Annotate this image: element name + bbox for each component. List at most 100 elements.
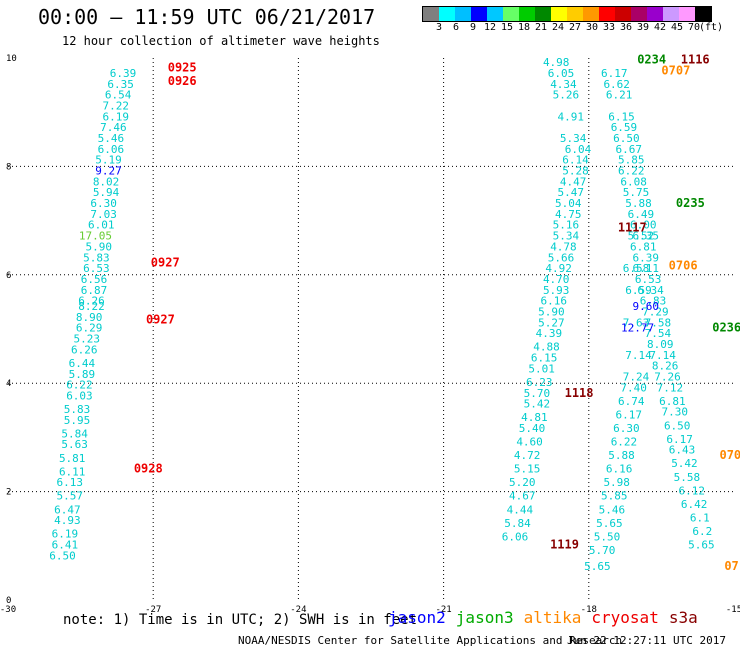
wave-height-value: 6.39 [110,67,137,80]
wave-height-value: 6.06 [98,143,125,156]
wave-height-value: 6.26 [71,343,98,356]
wave-height-value: 6.14 [562,154,589,167]
wave-height-value: 8.02 [93,175,120,188]
credit-text: NOAA/NESDIS Center for Satellite Applica… [238,634,623,647]
note-text: note: 1) Time is in UTC; 2) SWH is in fe… [63,612,418,628]
wave-height-value: 6.11 [632,262,659,275]
wave-height-value: 5.65 [584,560,611,573]
colorbar-swatch [647,7,663,21]
wave-height-value: 6.15 [531,352,558,365]
wave-height-value: 5.63 [61,438,88,451]
wave-height-value: 6.50 [49,549,76,562]
time-label: 0927 [151,256,180,270]
colorbar-label: 24 [551,22,565,33]
wave-height-value: 6.49 [628,208,655,221]
wave-height-value: 6.26 [78,295,105,308]
wave-height-value: 7.30 [662,406,689,419]
wave-height-value: 5.93 [543,284,570,297]
wave-height-value: 4.92 [545,262,572,275]
wave-height-value: 5.46 [599,503,626,516]
y-tick-label: 2 [6,488,11,498]
wave-height-value: 5.66 [548,251,575,264]
colorbar-label: 6 [452,22,460,33]
wave-height-value: 6.35 [632,230,659,243]
wave-height-value: 4.91 [557,110,584,123]
y-tick-label: 4 [6,379,11,389]
wave-height-value: 4.75 [555,208,582,221]
colorbar-swatch [455,7,471,21]
wave-height-value: 5.04 [555,197,582,210]
wave-height-value: 6.29 [76,322,103,335]
satellite-legend: jason2 jason3 altika cryosat s3a [388,608,698,627]
axes: -30 -27 -24 -21 -18 -15 0 2 4 6 8 10 [0,54,740,612]
wave-height-value: 6.30 [90,197,117,210]
wave-height-value: 7.63 [623,316,650,329]
time-label: 07 [724,559,738,573]
wave-height-value: 9.60 [632,300,659,313]
wave-height-value: 6.87 [81,284,108,297]
time-label: 1119 [550,538,579,552]
wave-height-value: 6.16 [606,463,633,476]
wave-height-value: 5.47 [557,186,584,199]
wave-height-value: 6.17 [601,67,628,80]
wave-height-value: 5.70 [589,544,616,557]
time-label: 0707 [661,63,690,77]
colorbar-label: 70 [687,22,701,33]
wave-height-value: 6.1 [690,511,710,524]
chart-title: 00:00 – 11:59 UTC 06/21/2017 [38,5,376,29]
wave-height-value: 6.15 [608,110,635,123]
wave-height-value: 5.57 [57,490,84,503]
wave-height-value: 6.2 [692,525,712,538]
colorbar-swatch [535,7,551,21]
time-label: 0928 [134,462,163,476]
grid [8,58,734,600]
wave-height-value: 6.08 [620,175,647,188]
wave-height-value: 5.84 [504,517,531,530]
colorbar-label: 30 [585,22,599,33]
colorbar-label: 18 [517,22,531,33]
wave-height-value: 6.42 [681,498,708,511]
wave-height-value: 8.22 [78,300,105,313]
wave-height-value: 5.90 [538,305,565,318]
time-label: 1116 [681,52,710,66]
wave-height-value: 5.52 [628,230,655,243]
wave-height-value: 6.17 [616,408,643,421]
wave-height-value: 6.56 [81,273,108,286]
time-label: 0236 [712,321,740,335]
wave-height-value: 7.14 [625,349,652,362]
colorbar-label: 45 [670,22,684,33]
wave-height-value: 7.24 [623,370,650,383]
wave-height-value: 6.54 [105,89,132,102]
wave-height-value: 5.83 [83,251,110,264]
colorbar-swatch [503,7,519,21]
wave-height-value: 6.35 [107,78,134,91]
wave-height-value: 5.19 [95,154,122,167]
wave-height-value: 7.54 [645,327,672,340]
wave-height-value: 6.19 [103,110,130,123]
time-label: 0235 [676,196,705,210]
wave-height-value: 4.67 [509,490,536,503]
wave-height-value: 6.50 [664,419,691,432]
wave-height-value: 4.78 [550,240,577,253]
time-label: 0234 [637,52,666,66]
wave-height-value: 5.65 [688,539,715,552]
wave-height-value: 6.58 [623,262,650,275]
wave-height-value: 5.50 [594,530,621,543]
wave-height-value: 5.98 [603,476,630,489]
time-label: 0927 [146,313,175,327]
satellite-legend-item: jason3 [455,608,514,627]
chart-subtitle: 12 hour collection of altimeter wave hei… [62,34,380,48]
x-tick-label: -30 [0,605,16,612]
wave-height-value: 5.85 [618,154,645,167]
wave-height-value: 6.17 [666,433,693,446]
colorbar-swatch [519,7,535,21]
wave-height-value: 6.03 [66,389,93,402]
colorbar-swatch [487,7,503,21]
wave-height-value: 4.88 [533,341,560,354]
wave-height-value: 5.20 [509,476,536,489]
wave-height-value: 6.12 [678,484,705,497]
satellite-legend-item: s3a [668,608,698,627]
wave-height-value: 4.98 [543,56,570,69]
